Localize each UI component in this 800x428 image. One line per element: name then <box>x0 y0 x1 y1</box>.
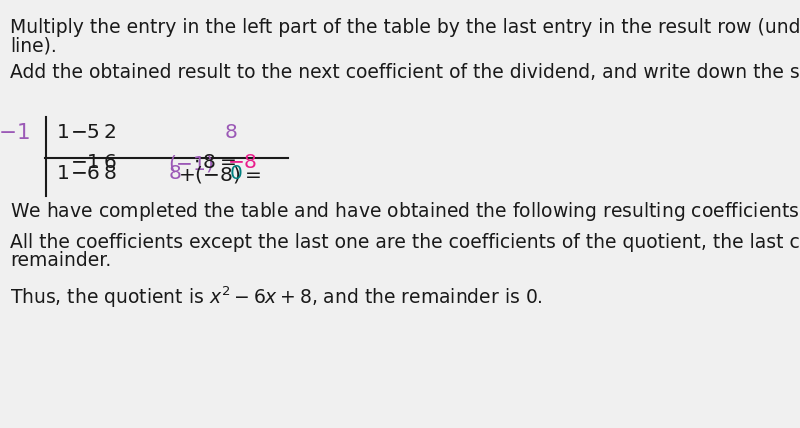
Text: $1$: $1$ <box>56 123 69 142</box>
Text: $-5$: $-5$ <box>70 123 100 142</box>
Text: $1$: $1$ <box>56 164 69 183</box>
Text: $2$: $2$ <box>103 123 116 142</box>
Text: line).: line). <box>10 36 57 55</box>
Text: Multiply the entry in the left part of the table by the last entry in the result: Multiply the entry in the left part of t… <box>10 18 800 37</box>
Text: $6$: $6$ <box>102 153 116 172</box>
Text: remainder.: remainder. <box>10 251 112 270</box>
Text: Add the obtained result to the next coefficient of the dividend, and write down : Add the obtained result to the next coef… <box>10 63 800 82</box>
Text: $\cdot\, 8 = $: $\cdot\, 8 = $ <box>194 153 237 172</box>
Text: $-1$: $-1$ <box>70 153 100 172</box>
Text: All the coefficients except the last one are the coefficients of the quotient, t: All the coefficients except the last one… <box>10 233 800 252</box>
Text: $+ (-8) = $: $+ (-8) = $ <box>178 164 262 185</box>
Text: $8$: $8$ <box>224 123 238 142</box>
Text: $0$: $0$ <box>229 164 242 183</box>
Text: $-1$: $-1$ <box>0 123 30 143</box>
Text: We have completed the table and have obtained the following resulting coefficien: We have completed the table and have obt… <box>10 200 800 223</box>
Text: Thus, the quotient is $x^2 - 6x + 8$, and the remainder is $0$.: Thus, the quotient is $x^2 - 6x + 8$, an… <box>10 284 543 309</box>
Text: $8$: $8$ <box>102 164 116 183</box>
Text: $-6$: $-6$ <box>70 164 100 183</box>
Text: $-8$: $-8$ <box>226 153 257 172</box>
Text: $(-1)$: $(-1)$ <box>168 153 214 174</box>
Text: $8$: $8$ <box>168 164 182 183</box>
